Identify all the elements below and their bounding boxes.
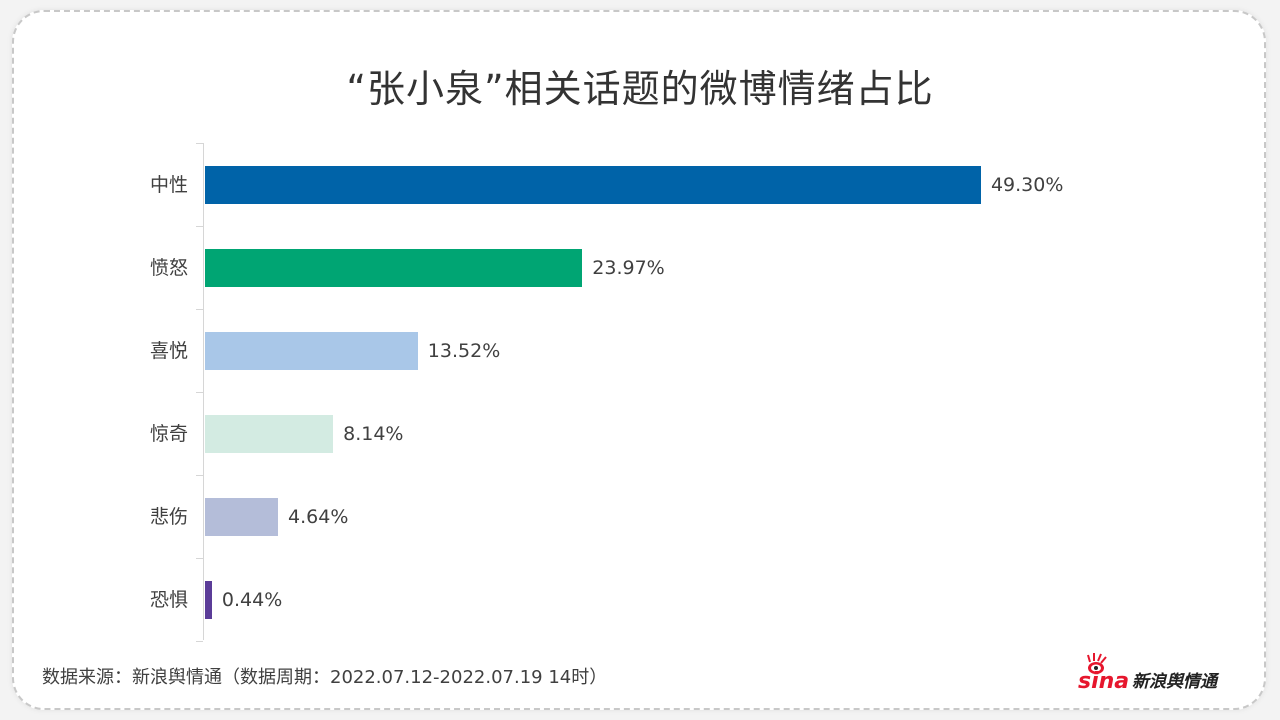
axis-tick — [196, 641, 203, 642]
category-label: 悲伤 — [149, 506, 188, 528]
axis-tick — [196, 309, 203, 310]
logo-text: 新浪舆情通 — [1132, 672, 1220, 692]
category-label: 惊奇 — [149, 423, 188, 445]
value-label: 4.64% — [288, 506, 349, 528]
chart-card — [12, 10, 1266, 710]
category-label: 愤怒 — [149, 257, 188, 279]
category-label: 喜悦 — [149, 340, 188, 362]
chart-title: “张小泉”相关话题的微博情绪占比 — [346, 67, 934, 111]
value-label: 49.30% — [990, 174, 1064, 196]
axis-tick — [196, 392, 203, 393]
value-label: 23.97% — [592, 257, 665, 279]
axis-tick — [196, 558, 203, 559]
y-axis-line — [203, 143, 204, 640]
bar — [205, 332, 418, 370]
category-label: 恐惧 — [149, 589, 188, 611]
value-label: 0.44% — [221, 589, 283, 611]
sina-logo: sina 新浪舆情通 — [1076, 652, 1241, 694]
bar — [205, 498, 279, 536]
bar — [205, 166, 981, 204]
bar — [205, 249, 583, 287]
data-source-note: 数据来源：新浪舆情通（数据周期：2022.07.12-2022.07.19 14… — [42, 667, 608, 688]
axis-tick — [196, 143, 203, 144]
value-label: 8.14% — [343, 423, 404, 445]
category-label: 中性 — [149, 174, 188, 196]
bar — [205, 415, 334, 453]
axis-tick — [196, 226, 203, 227]
value-label: 13.52% — [427, 340, 501, 362]
svg-text:sina: sina — [1078, 669, 1129, 692]
bar — [205, 581, 212, 619]
axis-tick — [196, 475, 203, 476]
sina-eye-icon: sina 新浪舆情通 — [1078, 653, 1220, 694]
